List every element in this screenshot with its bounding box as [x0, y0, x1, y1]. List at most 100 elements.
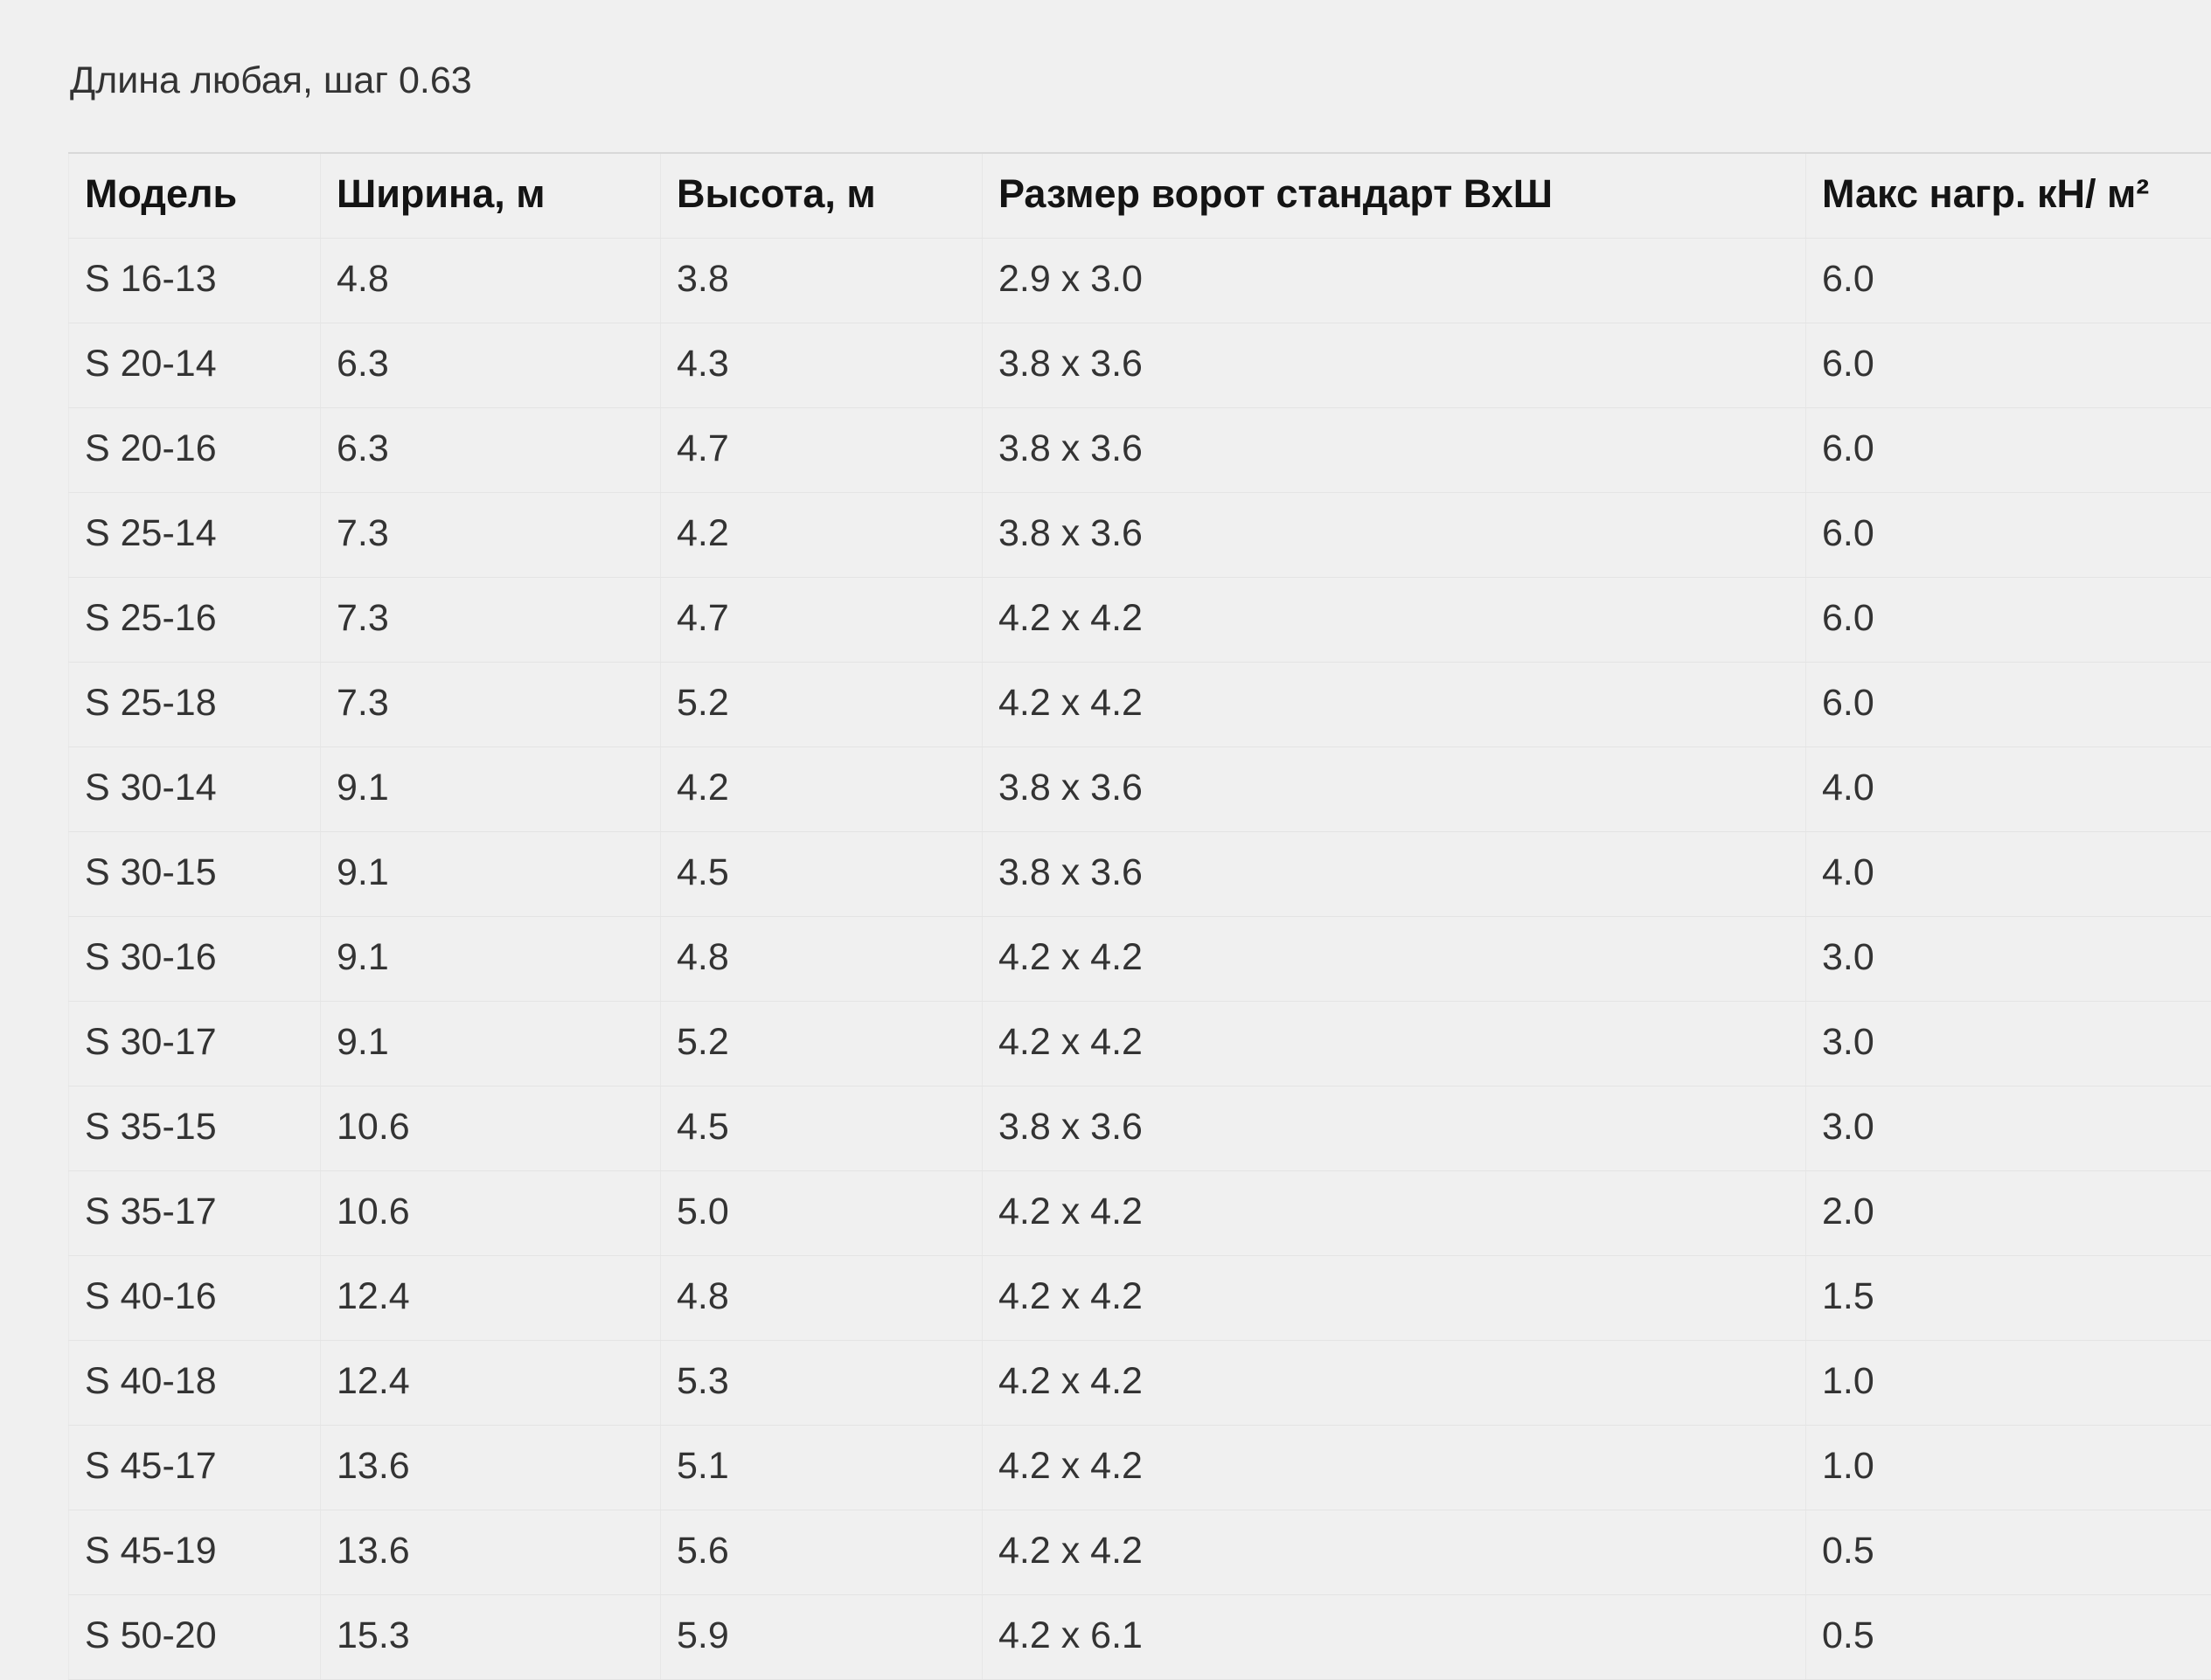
table-cell: 6.0 [1806, 663, 2211, 747]
table-cell: S 45-19 [69, 1510, 321, 1595]
table-cell: 3.8 x 3.6 [983, 747, 1806, 832]
table-cell: 7.3 [321, 663, 661, 747]
table-cell: 13.6 [321, 1426, 661, 1510]
table-cell: 4.2 x 4.2 [983, 917, 1806, 1002]
table-cell: 1.0 [1806, 1426, 2211, 1510]
header-cell-3: Высота, м [661, 153, 983, 239]
table-cell: S 30-15 [69, 832, 321, 917]
table-cell: 4.2 x 4.2 [983, 1256, 1806, 1341]
table-cell: 4.2 x 4.2 [983, 1426, 1806, 1510]
table-cell: S 30-14 [69, 747, 321, 832]
table-cell: 0.5 [1806, 1595, 2211, 1680]
table-cell: 4.2 x 4.2 [983, 578, 1806, 663]
table-cell: S 40-16 [69, 1256, 321, 1341]
table-cell: S 20-16 [69, 408, 321, 493]
table-cell: 5.6 [661, 1510, 983, 1595]
table-cell: 4.2 x 4.2 [983, 663, 1806, 747]
table-cell: 4.8 [661, 1256, 983, 1341]
table-cell: 7.3 [321, 578, 661, 663]
table-cell: 5.2 [661, 1002, 983, 1086]
table-cell: 4.3 [661, 323, 983, 408]
table-cell: 4.7 [661, 408, 983, 493]
table-cell: 6.3 [321, 408, 661, 493]
table-cell: S 20-14 [69, 323, 321, 408]
table-cell: 3.8 x 3.6 [983, 408, 1806, 493]
table-cell: 6.0 [1806, 493, 2211, 578]
header-cell-4: Размер ворот стандарт ВхШ [983, 153, 1806, 239]
table-cell: 3.0 [1806, 917, 2211, 1002]
table-cell: 4.8 [321, 239, 661, 323]
header-cell-1: Модель [69, 153, 321, 239]
table-cell: 4.5 [661, 832, 983, 917]
table-cell: 6.0 [1806, 408, 2211, 493]
table-cell: 12.4 [321, 1341, 661, 1426]
table-cell: 6.0 [1806, 323, 2211, 408]
table-cell: 5.2 [661, 663, 983, 747]
table-cell: 1.0 [1806, 1341, 2211, 1426]
table-cell: 4.0 [1806, 832, 2211, 917]
table-cell: 4.7 [661, 578, 983, 663]
table-cell: 4.2 [661, 747, 983, 832]
table-cell: 3.8 x 3.6 [983, 493, 1806, 578]
table-cell: 4.2 x 4.2 [983, 1171, 1806, 1256]
table-cell: 4.2 [661, 493, 983, 578]
table-cell: 3.8 x 3.6 [983, 323, 1806, 408]
table-cell: 3.8 [661, 239, 983, 323]
table-cell: 6.0 [1806, 239, 2211, 323]
table-cell: S 30-16 [69, 917, 321, 1002]
table-cell: S 45-17 [69, 1426, 321, 1510]
table-cell: 2.9 x 3.0 [983, 239, 1806, 323]
header-cell-2: Ширина, м [321, 153, 661, 239]
table-cell: 7.3 [321, 493, 661, 578]
table-cell: 9.1 [321, 832, 661, 917]
header-cell-5: Макс нагр. кН/ м² [1806, 153, 2211, 239]
table-cell: S 35-17 [69, 1171, 321, 1256]
table-cell: 13.6 [321, 1510, 661, 1595]
table-caption: Длина любая, шаг 0.63 [70, 59, 472, 101]
table-cell: 3.8 x 3.6 [983, 832, 1806, 917]
table-cell: 10.6 [321, 1086, 661, 1171]
table-cell: S 16-13 [69, 239, 321, 323]
table-cell: 5.1 [661, 1426, 983, 1510]
table-cell: S 35-15 [69, 1086, 321, 1171]
table-cell: 4.2 x 4.2 [983, 1341, 1806, 1426]
table-cell: 1.5 [1806, 1256, 2211, 1341]
table-cell: 15.3 [321, 1595, 661, 1680]
table-cell: 6.3 [321, 323, 661, 408]
table-cell: 5.0 [661, 1171, 983, 1256]
table-cell: 6.0 [1806, 578, 2211, 663]
table-cell: 4.2 x 6.1 [983, 1595, 1806, 1680]
table-cell: S 30-17 [69, 1002, 321, 1086]
table-cell: 0.5 [1806, 1510, 2211, 1595]
table-cell: 10.6 [321, 1171, 661, 1256]
table-cell: 4.8 [661, 917, 983, 1002]
table-cell: 9.1 [321, 747, 661, 832]
table-cell: 2.0 [1806, 1171, 2211, 1256]
table-cell: S 50-20 [69, 1595, 321, 1680]
table-cell: 4.0 [1806, 747, 2211, 832]
table-cell: 3.0 [1806, 1086, 2211, 1171]
table-cell: 12.4 [321, 1256, 661, 1341]
table-cell: S 25-16 [69, 578, 321, 663]
table-cell: 4.2 x 4.2 [983, 1002, 1806, 1086]
table-cell: 9.1 [321, 1002, 661, 1086]
table-cell: 9.1 [321, 917, 661, 1002]
table-cell: 3.0 [1806, 1002, 2211, 1086]
